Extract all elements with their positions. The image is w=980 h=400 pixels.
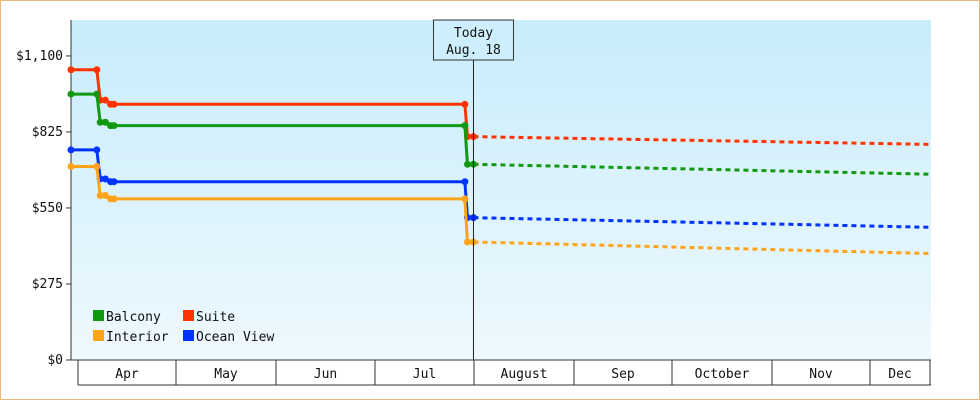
- data-point: [101, 192, 109, 200]
- series-balcony: [67, 90, 932, 176]
- month-label: Apr: [115, 367, 139, 382]
- plot-background: [71, 20, 931, 360]
- series-interior: [67, 163, 932, 256]
- data-point: [463, 238, 471, 246]
- y-tick-label: $1,100: [16, 49, 63, 64]
- y-tick-label: $550: [32, 201, 63, 216]
- data-point: [96, 118, 104, 126]
- data-point: [461, 122, 469, 130]
- data-point: [101, 118, 109, 126]
- series-forecast-line: [473, 135, 932, 146]
- month-label: Jul: [413, 367, 436, 382]
- legend-swatch: [93, 330, 104, 341]
- legend-item: Balcony: [93, 310, 161, 325]
- data-point: [110, 195, 118, 203]
- data-point: [461, 178, 469, 186]
- data-point: [463, 160, 471, 168]
- legend-label: Ocean View: [196, 330, 274, 345]
- legend-item: Interior: [93, 330, 169, 345]
- series-forecast-line: [473, 162, 932, 176]
- month-label: Jun: [314, 367, 337, 382]
- month-label: Nov: [809, 367, 833, 382]
- y-tick-label: $275: [32, 277, 63, 292]
- data-point: [67, 90, 75, 98]
- data-point: [461, 100, 469, 108]
- legend-swatch: [183, 330, 194, 341]
- today-box: [432, 19, 514, 61]
- y-tick-label: $825: [32, 125, 63, 140]
- data-point: [101, 96, 109, 104]
- series-forecast-line: [473, 240, 932, 256]
- legend-label: Interior: [106, 330, 169, 345]
- legend-swatch: [183, 310, 194, 321]
- data-point: [110, 100, 118, 108]
- data-point: [67, 163, 75, 171]
- data-point: [110, 122, 118, 130]
- month-label: May: [214, 367, 238, 382]
- data-point: [67, 146, 75, 154]
- data-point: [101, 175, 109, 183]
- data-point: [110, 178, 118, 186]
- data-point: [461, 195, 469, 203]
- today-label: Today: [454, 26, 493, 41]
- data-point: [93, 146, 101, 154]
- data-point: [93, 90, 101, 98]
- data-point: [96, 192, 104, 200]
- legend-item: Suite: [183, 310, 235, 325]
- legend-item: Ocean View: [183, 330, 274, 345]
- data-point: [93, 66, 101, 74]
- data-point: [93, 163, 101, 171]
- month-label: Dec: [888, 367, 911, 382]
- month-label: August: [501, 367, 548, 382]
- legend-swatch: [93, 310, 104, 321]
- legend-label: Balcony: [106, 310, 161, 325]
- y-tick-label: $0: [47, 353, 63, 368]
- legend-label: Suite: [196, 310, 235, 325]
- today-date: Aug. 18: [446, 43, 501, 58]
- series-forecast-line: [473, 216, 932, 229]
- month-label: Sep: [611, 367, 635, 382]
- data-point: [67, 66, 75, 74]
- month-label: October: [695, 367, 750, 382]
